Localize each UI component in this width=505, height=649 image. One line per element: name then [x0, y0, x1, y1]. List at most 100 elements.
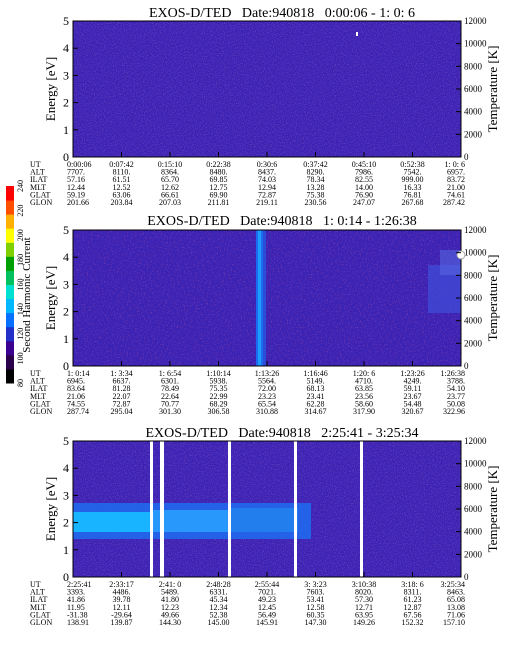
colorbar-swatch — [6, 340, 14, 356]
table-cell: 149.26 — [353, 618, 375, 627]
panel-1-heatmap-noise — [73, 21, 461, 157]
panel-2-side-patch-2 — [440, 250, 461, 275]
y2-tick-label: 6000 — [464, 84, 483, 94]
table-cell: 75.35 — [210, 384, 228, 393]
colorbar-tick-label: 200 — [16, 229, 25, 241]
table-cell: 78.49 — [161, 384, 179, 393]
table-cell: 22.99 — [210, 392, 228, 401]
table-cell: 1:10:14 — [206, 369, 230, 378]
table-cell: 267.68 — [402, 198, 424, 207]
colorbar-swatch — [6, 256, 14, 271]
y2-tick-label: 6000 — [464, 293, 483, 303]
panel-3-gap-3 — [228, 441, 231, 577]
y-tick-label: 3 — [63, 488, 69, 502]
table-row-label: ALT — [30, 588, 45, 597]
table-cell: 201.66 — [67, 198, 89, 207]
table-cell: 4486. — [113, 588, 131, 597]
panel-2: EXOS-D/TED Date:940818 1: 0:14 - 1:26:38… — [30, 214, 500, 416]
table-cell: 68.29 — [210, 399, 228, 408]
y2-tick-label: 2000 — [464, 129, 483, 139]
table-cell: 7542. — [404, 168, 422, 177]
table-cell: 78.34 — [307, 175, 325, 184]
table-cell: 139.87 — [111, 618, 133, 627]
table-cell: 8290. — [307, 168, 325, 177]
y-tick-label: 3 — [63, 277, 69, 291]
table-row-label: ILAT — [30, 175, 47, 184]
table-cell: 65.70 — [161, 175, 179, 184]
table-cell: 203.84 — [111, 198, 133, 207]
table-cell: 287.74 — [67, 407, 89, 416]
table-cell: -29.64 — [111, 610, 132, 619]
table-row-label: MLT — [30, 183, 46, 192]
y-tick-label: 1 — [63, 332, 69, 346]
table-cell: 12.71 — [355, 603, 373, 612]
table-cell: 2:41: 0 — [159, 580, 181, 589]
table-cell: 152.32 — [402, 618, 424, 627]
table-cell: 23.23 — [258, 392, 276, 401]
table-cell: 12.34 — [210, 603, 228, 612]
panel-2-ylabel: Energy [eV] — [43, 266, 58, 330]
table-cell: 60.35 — [307, 610, 325, 619]
colorbar-tick-label: 80 — [16, 379, 25, 387]
table-cell: 7986. — [355, 168, 373, 177]
table-cell: 54.10 — [447, 384, 465, 393]
table-cell: 2:25:41 — [67, 580, 91, 589]
colorbar-swatches — [6, 186, 14, 384]
table-cell: 8311. — [404, 588, 422, 597]
table-cell: 76.90 — [355, 190, 373, 199]
table-cell: 83.72 — [447, 175, 465, 184]
table-cell: 61.51 — [113, 175, 131, 184]
y-tick-label: 5 — [63, 14, 69, 28]
table-cell: 11.95 — [67, 603, 85, 612]
table-cell: 23.41 — [307, 392, 325, 401]
table-row-label: UT — [30, 160, 41, 169]
colorbar-swatch — [6, 368, 14, 384]
y2-tick-label: 2000 — [464, 549, 483, 559]
colorbar-ticks: 80 100 120 140 160 180 200 220 240 — [16, 180, 25, 387]
table-cell: 65.08 — [447, 595, 465, 604]
table-cell: 7021. — [258, 588, 276, 597]
table-cell: 58.60 — [355, 399, 373, 408]
y-tick-label: 5 — [63, 434, 69, 448]
table-cell: 59.19 — [67, 190, 85, 199]
y2-tick-label: 12000 — [464, 225, 487, 235]
table-cell: 21.06 — [67, 392, 85, 401]
table-cell: 63.85 — [355, 384, 373, 393]
y2-tick-label: 0 — [464, 361, 469, 371]
panel-1-title: EXOS-D/TED Date:940818 0:00:06 - 1: 0: 6 — [149, 6, 415, 21]
table-cell: 22.64 — [161, 392, 179, 401]
table-cell: 145.00 — [208, 618, 230, 627]
table-cell: 56.49 — [258, 610, 276, 619]
colorbar-swatch — [6, 326, 14, 342]
panel-2-feature-band-core — [258, 230, 261, 366]
table-cell: 1:20: 6 — [353, 369, 375, 378]
table-cell: 12.94 — [258, 183, 276, 192]
panel-3-gap-5 — [360, 441, 363, 577]
table-cell: 41.80 — [161, 595, 179, 604]
table-cell: 287.42 — [443, 198, 465, 207]
y-tick-label: 0 — [63, 150, 69, 164]
table-cell: 317.90 — [353, 407, 375, 416]
table-cell: 12.45 — [258, 603, 276, 612]
table-row-label: GLAT — [30, 610, 51, 619]
colorbar-swatch — [6, 214, 14, 229]
table-cell: 13.08 — [447, 603, 465, 612]
table-cell: 57.30 — [355, 595, 373, 604]
table-cell: 49.66 — [161, 610, 179, 619]
colorbar-swatch — [6, 186, 14, 201]
table-cell: 5938. — [210, 377, 228, 386]
table-cell: 147.30 — [305, 618, 327, 627]
panel-2-feature-band-edge — [263, 230, 266, 366]
table-cell: 145.91 — [256, 618, 278, 627]
table-cell: 310.88 — [256, 407, 278, 416]
table-cell: 3788. — [447, 377, 465, 386]
table-cell: 0:45:10 — [352, 160, 376, 169]
y-tick-label: 2 — [63, 305, 69, 319]
table-cell: 16.33 — [404, 183, 422, 192]
table-cell: 314.67 — [305, 407, 327, 416]
table-row-label: GLON — [30, 198, 52, 207]
panel-1-bright-pixel — [356, 32, 358, 36]
table-cell: 301.30 — [159, 407, 181, 416]
panel-3-band-inner-2 — [153, 510, 228, 532]
